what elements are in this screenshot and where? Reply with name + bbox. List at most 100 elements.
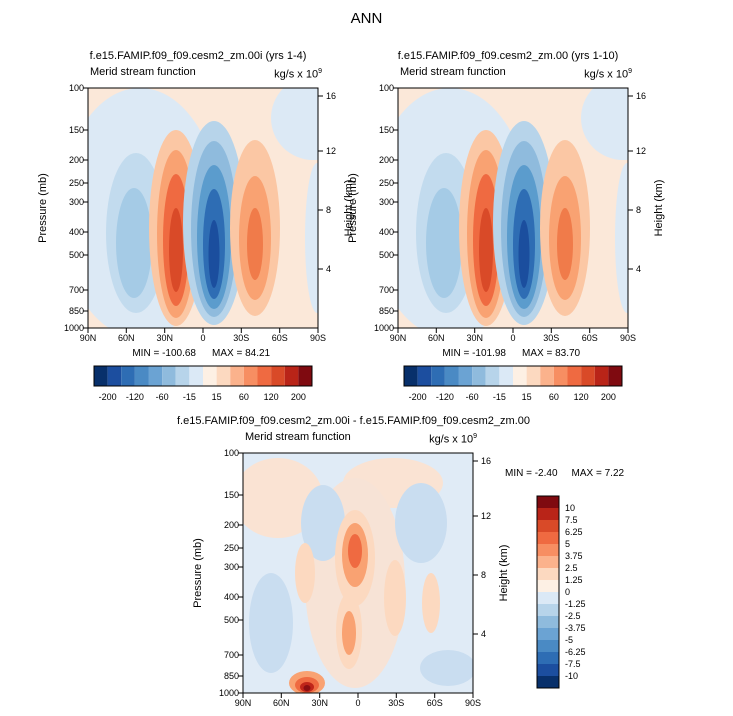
cb-label: -120 (436, 392, 454, 402)
ytick: 200 (69, 155, 84, 165)
ytick-right: 12 (636, 146, 646, 156)
cb-label: 200 (291, 392, 306, 402)
case-title: f.e15.FAMIP.f09_f09.cesm2_zm.00 (yrs 1-1… (397, 50, 619, 62)
xtick: 60S (272, 333, 288, 343)
cb-label: 5 (565, 539, 570, 549)
y-axis-label-right: Height (km) (343, 180, 355, 237)
ytick: 300 (224, 562, 239, 572)
ytick: 250 (224, 543, 239, 553)
colorbar-diff: 10 7.5 6.25 5 3.75 2.5 1.25 0 -1.25 -2.5… (536, 495, 586, 689)
xtick: 30N (466, 333, 483, 343)
ytick: 250 (69, 178, 84, 188)
cb-label: 200 (601, 392, 616, 402)
ytick-right: 8 (326, 205, 331, 215)
ytick-right: 12 (481, 511, 491, 521)
cb-label: 1.25 (565, 575, 583, 585)
ytick: 1000 (219, 688, 239, 698)
cb-label: 7.5 (565, 515, 578, 525)
cb-label: -6.25 (565, 647, 586, 657)
cb-label: -5 (565, 635, 573, 645)
diff-minmax: MIN = -2.40 MAX = 7.22 (505, 468, 638, 479)
xtick: 30N (311, 698, 328, 708)
ytick-right: 12 (326, 146, 336, 156)
max-value: MAX = 7.22 (571, 468, 625, 479)
cb-label: -200 (99, 392, 117, 402)
cb-label: 60 (239, 392, 249, 402)
xtick: 90S (465, 698, 481, 708)
ytick: 400 (379, 227, 394, 237)
xtick: 60N (118, 333, 135, 343)
bottom-ticks (397, 328, 629, 333)
min-value: MIN = -100.68 (132, 348, 196, 359)
case-title: f.e15.FAMIP.f09_f09.cesm2_zm.00i - f.e15… (176, 415, 530, 427)
ytick: 500 (69, 250, 84, 260)
xtick: 90N (390, 333, 407, 343)
y-axis-label-right: Height (km) (498, 545, 510, 602)
left-ticks (238, 452, 243, 694)
y-axis-label-left: Pressure (mb) (347, 173, 359, 243)
page-title: ANN (350, 10, 383, 27)
ytick-right: 4 (636, 264, 641, 274)
case-title: f.e15.FAMIP.f09_f09.cesm2_zm.00i (yrs 1-… (89, 50, 307, 62)
cb-label: 120 (264, 392, 279, 402)
meridional-streamfunction-plot-a: 100 150 200 250 300 400 500 700 850 1000… (37, 83, 355, 359)
max-value: MAX = 83.70 (522, 348, 581, 359)
panel-subheader: Merid stream function kg/s x 109 (30, 64, 366, 81)
ytick: 700 (224, 650, 239, 660)
min-value: MIN = -101.98 (442, 348, 506, 359)
right-ticks (473, 460, 478, 635)
meridional-streamfunction-plot-b: 100 150 200 250 300 400 500 700 850 1000… (347, 83, 665, 359)
xtick: 30S (543, 333, 559, 343)
xtick: 60S (427, 698, 443, 708)
cb-label: -15 (493, 392, 506, 402)
panel-top-right: f.e15.FAMIP.f09_f09.cesm2_zm.00 (yrs 1-1… (340, 48, 676, 367)
ytick: 100 (224, 448, 239, 458)
colorbar-mean-right: -200 -120 -60 -15 15 60 120 200 (403, 365, 623, 402)
ytick: 200 (379, 155, 394, 165)
cb-label: -1.25 (565, 599, 586, 609)
cb-label: 3.75 (565, 551, 583, 561)
ytick-right: 16 (326, 91, 336, 101)
ytick: 300 (379, 197, 394, 207)
cb-label: 120 (574, 392, 589, 402)
ytick: 250 (379, 178, 394, 188)
panel-subheader: Merid stream function kg/s x 109 (185, 429, 521, 446)
xtick: 60N (428, 333, 445, 343)
xtick: 0 (200, 333, 205, 343)
colorbar-cells (94, 366, 312, 386)
cb-label: -60 (156, 392, 169, 402)
panel-bottom-diff: f.e15.FAMIP.f09_f09.cesm2_zm.00i - f.e15… (177, 413, 530, 716)
ytick: 100 (379, 83, 394, 93)
right-ticks (318, 95, 323, 270)
ytick-right: 16 (481, 456, 491, 466)
ytick: 700 (69, 285, 84, 295)
xtick: 60S (582, 333, 598, 343)
cb-label: -3.75 (565, 623, 586, 633)
cb-label: 60 (549, 392, 559, 402)
panel-subheader: Merid stream function kg/s x 109 (340, 64, 676, 81)
ytick: 300 (69, 197, 84, 207)
colorbar-cells (404, 366, 622, 386)
xtick: 90N (80, 333, 97, 343)
xtick: 60N (273, 698, 290, 708)
ytick: 150 (379, 125, 394, 135)
cb-label: -15 (183, 392, 196, 402)
cb-label: 15 (522, 392, 532, 402)
cb-label: -120 (126, 392, 144, 402)
min-value: MIN = -2.40 (505, 468, 558, 479)
ytick: 850 (69, 306, 84, 316)
cb-label: -60 (466, 392, 479, 402)
left-ticks (83, 87, 88, 329)
panel-top-left: f.e15.FAMIP.f09_f09.cesm2_zm.00i (yrs 1-… (30, 48, 366, 367)
cb-label: -7.5 (565, 659, 581, 669)
field-label: Merid stream function (90, 66, 196, 78)
xtick: 90S (620, 333, 636, 343)
ytick-right: 8 (481, 570, 486, 580)
bottom-ticks (87, 328, 319, 333)
ytick: 500 (224, 615, 239, 625)
cb-label: 0 (565, 587, 570, 597)
xtick: 90S (310, 333, 326, 343)
field-label: Merid stream function (400, 66, 506, 78)
xtick: 0 (355, 698, 360, 708)
